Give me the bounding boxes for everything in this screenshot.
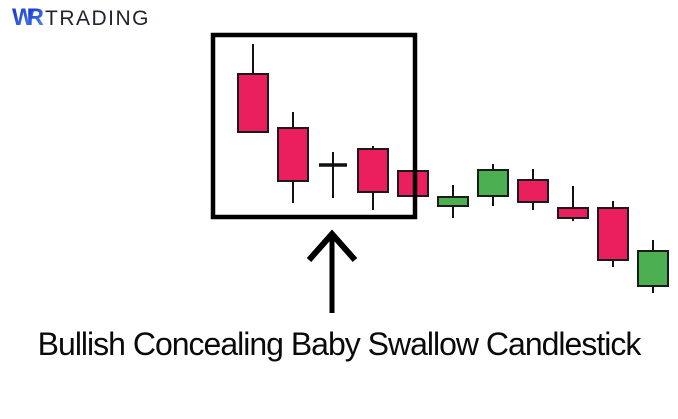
bearish-candle	[357, 146, 389, 210]
candle-body	[477, 169, 509, 197]
doji-bar	[319, 163, 347, 167]
bearish-candle	[597, 201, 629, 267]
pattern-highlight-box	[210, 32, 418, 220]
candle-body	[517, 179, 549, 203]
candle-body	[557, 207, 589, 219]
logo-letter-r: R	[26, 4, 44, 31]
candle-body	[437, 196, 469, 207]
candle-body	[277, 127, 309, 182]
candle-body	[357, 148, 389, 193]
logo-wordmark: TRADING	[45, 7, 150, 30]
candle-body	[637, 250, 669, 287]
logo-letter-w: W	[12, 4, 35, 31]
bearish-candle	[517, 169, 549, 210]
bearish-candle	[237, 44, 269, 133]
up-arrow-icon	[306, 229, 358, 313]
pattern-title: Bullish Concealing Baby Swallow Candlest…	[37, 326, 642, 362]
bullish-candle	[477, 164, 509, 206]
bullish-candle	[637, 240, 669, 293]
bearish-candle	[557, 186, 589, 221]
candle-body	[237, 73, 269, 133]
bullish-candle	[437, 185, 469, 218]
doji-candle	[319, 152, 347, 198]
arrow-head	[306, 229, 358, 262]
brand-logo: W R TRADING	[12, 6, 150, 31]
candle-body	[597, 207, 629, 261]
bearish-candle	[277, 112, 309, 203]
